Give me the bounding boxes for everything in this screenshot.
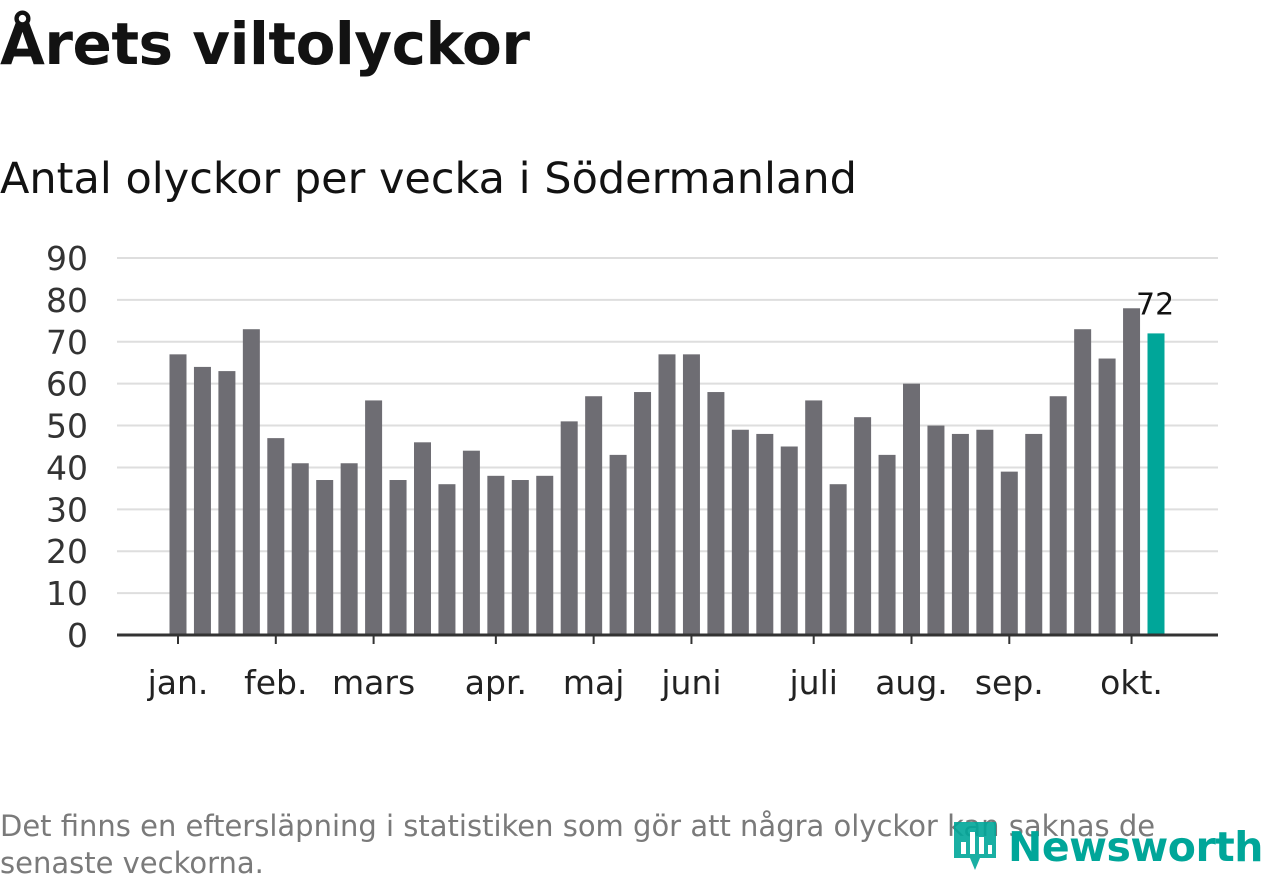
bar	[854, 417, 872, 635]
bar	[585, 396, 603, 635]
bar	[927, 425, 945, 635]
bar	[389, 480, 407, 635]
bar	[193, 366, 211, 635]
bar	[805, 400, 823, 635]
bar	[438, 484, 456, 635]
bar	[340, 463, 358, 635]
bar	[1074, 329, 1092, 635]
bar	[242, 329, 260, 635]
bar	[756, 433, 774, 635]
newsworthy-logo-text: Newsworthy	[1008, 823, 1262, 871]
bar	[682, 354, 700, 635]
bar	[609, 454, 627, 635]
y-tick-label: 20	[46, 532, 88, 571]
bar	[536, 475, 554, 635]
x-tick-label: okt.	[1100, 663, 1163, 702]
x-tick-label: apr.	[465, 663, 527, 702]
bar	[218, 371, 236, 635]
newsworthy-logo: Newsworthy	[950, 818, 1262, 876]
bar	[560, 421, 578, 635]
bar	[169, 354, 187, 635]
y-tick-label: 60	[46, 365, 88, 404]
x-tick-label: aug.	[875, 663, 948, 702]
bar	[291, 463, 309, 635]
bar	[731, 429, 749, 635]
x-tick-label: mars	[332, 663, 415, 702]
bar	[1049, 396, 1067, 635]
y-tick-label: 0	[67, 616, 88, 655]
bar	[267, 438, 285, 635]
x-tick-label: maj	[563, 663, 625, 702]
x-tick-label: jan.	[147, 663, 209, 702]
chart-subtitle: Antal olyckor per vecka i Södermanland	[0, 154, 857, 204]
bar	[316, 480, 334, 635]
bar	[1025, 433, 1043, 635]
bar	[487, 475, 505, 635]
bar	[878, 454, 896, 635]
bar-highlight	[1147, 333, 1165, 635]
bar	[976, 429, 994, 635]
y-tick-label: 90	[46, 239, 88, 278]
x-tick-label: sep.	[975, 663, 1044, 702]
bar	[1123, 308, 1141, 635]
y-tick-label: 80	[46, 281, 88, 320]
bar	[511, 480, 529, 635]
y-tick-label: 50	[46, 407, 88, 446]
bar	[951, 433, 969, 635]
bar	[707, 392, 725, 635]
x-tick-label: juni	[660, 663, 721, 702]
bar	[634, 392, 652, 635]
bar	[658, 354, 676, 635]
chart-title: Årets viltolyckor	[0, 10, 530, 78]
bar	[1098, 358, 1116, 635]
bar	[365, 400, 383, 635]
bar	[1000, 471, 1018, 635]
x-tick-label: juli	[788, 663, 837, 702]
bar	[414, 442, 431, 635]
bar	[780, 446, 798, 635]
x-tick-label: feb.	[244, 663, 307, 702]
bar	[829, 484, 847, 635]
y-tick-label: 30	[46, 490, 88, 529]
y-tick-label: 40	[46, 448, 88, 487]
newsworthy-logo-icon	[954, 822, 996, 870]
bar	[903, 383, 920, 635]
y-tick-label: 70	[46, 323, 88, 362]
y-tick-label: 10	[46, 574, 88, 613]
bar	[462, 450, 480, 635]
data-label: 72	[1136, 287, 1174, 322]
